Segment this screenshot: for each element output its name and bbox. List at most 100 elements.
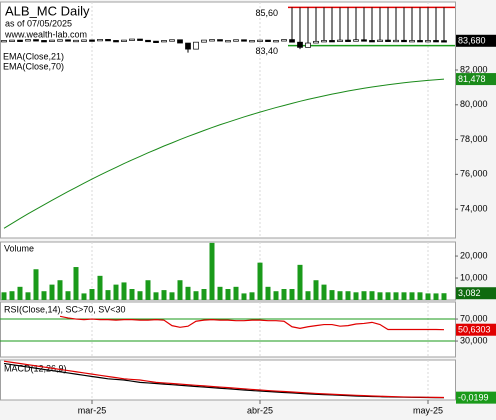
value-label: 50,6303	[458, 325, 491, 335]
candle-body	[273, 40, 279, 43]
candle-body	[321, 40, 327, 43]
candle-body	[393, 39, 399, 43]
level-label: 85,60	[255, 8, 278, 18]
candle-body	[401, 39, 407, 43]
value-label-box	[456, 391, 496, 404]
series-line	[59, 315, 445, 331]
candle-body	[257, 39, 263, 42]
bar	[153, 292, 159, 300]
candle-body	[249, 40, 255, 43]
y-tick-label: 30,000	[460, 335, 488, 345]
bar	[185, 286, 191, 300]
bar	[321, 284, 327, 300]
bar	[225, 289, 231, 300]
indicator-line	[3, 78, 445, 229]
y-tick-label: 74,000	[460, 204, 488, 214]
candle-body	[49, 39, 55, 42]
bar	[97, 275, 103, 300]
y-tick-label: 80,000	[460, 99, 488, 109]
bar	[65, 291, 71, 300]
candle-body	[409, 40, 415, 43]
candle-body	[145, 39, 151, 43]
panel	[0, 301, 456, 358]
panel-title: RSI(Close,14), SC>70, SV<30	[4, 304, 126, 314]
panel-title: Volume	[4, 243, 34, 253]
bar	[257, 262, 263, 300]
bar	[241, 293, 247, 300]
candle-body	[281, 39, 287, 42]
bar	[201, 289, 207, 300]
bar	[265, 286, 271, 300]
candle-body	[41, 40, 47, 43]
candle-body	[313, 40, 319, 44]
value-label: 81,478	[458, 74, 486, 84]
panel	[0, 359, 456, 401]
value-label: -0,0199	[458, 393, 489, 403]
bar	[1, 292, 7, 300]
bar	[417, 292, 423, 300]
candle-body	[113, 40, 119, 43]
chart-title: ALB_MC Daily	[5, 3, 90, 18]
bar	[273, 291, 279, 300]
bar	[57, 280, 63, 300]
bar	[337, 291, 343, 300]
y-tick-label: 78,000	[460, 134, 488, 144]
bar	[121, 282, 127, 300]
candle-body	[185, 42, 191, 50]
series-line	[3, 360, 445, 399]
bar	[369, 291, 375, 300]
candle-body	[9, 39, 15, 42]
candle-body	[89, 39, 95, 42]
bar	[49, 284, 55, 300]
y-tick-label: 70,000	[460, 313, 488, 323]
candle-body	[137, 38, 143, 41]
bar	[353, 292, 359, 300]
candle-body	[129, 38, 135, 41]
bar	[361, 291, 367, 300]
y-tick-label: 20,000	[460, 250, 488, 260]
bar	[217, 286, 223, 300]
value-label-box	[456, 73, 496, 86]
candle-body	[441, 40, 447, 43]
candle-body	[105, 39, 111, 42]
candle-body	[201, 39, 207, 43]
bar	[105, 290, 111, 300]
candle-body	[161, 40, 167, 43]
x-tick-label: may-25	[413, 405, 443, 415]
candle-body	[377, 39, 383, 42]
candle-body	[329, 40, 335, 43]
candle-body	[353, 39, 359, 42]
x-tick-label: abr-25	[247, 405, 273, 415]
bar	[9, 291, 15, 300]
candle-body	[241, 39, 247, 42]
bar	[89, 289, 95, 300]
bar	[385, 292, 391, 300]
candle-body	[417, 40, 423, 43]
subtitle: as of 07/05/2025	[5, 18, 72, 28]
bar	[41, 291, 47, 300]
bar	[81, 293, 87, 300]
bar	[17, 286, 23, 300]
candle-body	[433, 40, 439, 43]
bar	[281, 289, 287, 300]
bar	[401, 292, 407, 300]
x-tick-label: mar-25	[78, 405, 107, 415]
bar	[345, 291, 351, 300]
bar	[409, 292, 415, 300]
candle-body	[121, 39, 127, 42]
candle-body	[97, 39, 103, 42]
candle-body	[1, 40, 7, 43]
candle-body	[305, 42, 311, 48]
bar	[377, 292, 383, 300]
value-label-box	[456, 34, 496, 47]
value-label-box	[456, 287, 496, 300]
value-label: 3,082	[458, 288, 481, 298]
indicator-label: EMA(Close,70)	[3, 61, 64, 71]
bar	[289, 289, 295, 300]
bar	[249, 292, 255, 300]
indicator-label: EMA(Close,21)	[3, 51, 64, 61]
bar	[297, 264, 303, 300]
bar	[169, 292, 175, 300]
candle-body	[17, 39, 23, 42]
bar	[145, 280, 151, 300]
